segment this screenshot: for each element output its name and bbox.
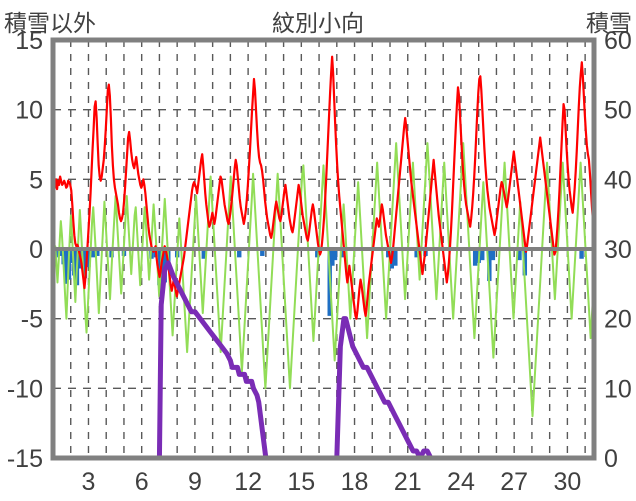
x-tick-label: 30: [553, 468, 581, 496]
left-tick-label: 5: [29, 166, 43, 194]
snow-depth-series-line: [50, 260, 597, 461]
right-tick-label: 10: [604, 375, 632, 403]
right-tick-label: 30: [604, 236, 632, 264]
right-tick-label: 40: [604, 166, 632, 194]
axis-layer: [50, 37, 597, 461]
right-tick-label: 60: [604, 27, 632, 55]
right-tick-label: 0: [604, 445, 618, 473]
x-tick-label: 9: [188, 468, 202, 496]
x-axis-ticks: 3 6 9 12 15 18 21 24 27 30: [82, 468, 582, 496]
left-axis-title: 積雪以外: [4, 10, 96, 36]
left-tick-label: 0: [29, 236, 43, 264]
left-tick-label: -15: [7, 445, 43, 473]
wind-series-line: [52, 142, 595, 418]
chart-header: 積雪以外 紋別小向 積雪: [0, 0, 636, 36]
x-tick-label: 21: [394, 468, 422, 496]
x-tick-label: 3: [82, 468, 96, 496]
right-axis-ticks: 0 10 20 30 40 50 60: [604, 27, 632, 473]
right-tick-label: 20: [604, 306, 632, 334]
x-tick-label: 15: [287, 468, 315, 496]
left-axis-ticks: -15 -10 -5 0 5 10 15: [7, 27, 43, 473]
x-tick-label: 24: [447, 468, 475, 496]
right-tick-label: 50: [604, 97, 632, 125]
x-tick-label: 18: [341, 468, 369, 496]
left-tick-label: 10: [15, 97, 43, 125]
plot-frame: [50, 37, 597, 461]
x-tick-label: 6: [135, 468, 149, 496]
chart-title: 紋別小向: [272, 10, 364, 36]
x-tick-label: 12: [234, 468, 262, 496]
left-tick-label: -10: [7, 375, 43, 403]
left-tick-label: -5: [21, 306, 43, 334]
left-tick-label: 15: [15, 27, 43, 55]
series-layer: [50, 55, 597, 461]
right-axis-title: 積雪: [586, 10, 632, 36]
temperature-series-line: [51, 55, 596, 320]
x-tick-label: 27: [500, 468, 528, 496]
